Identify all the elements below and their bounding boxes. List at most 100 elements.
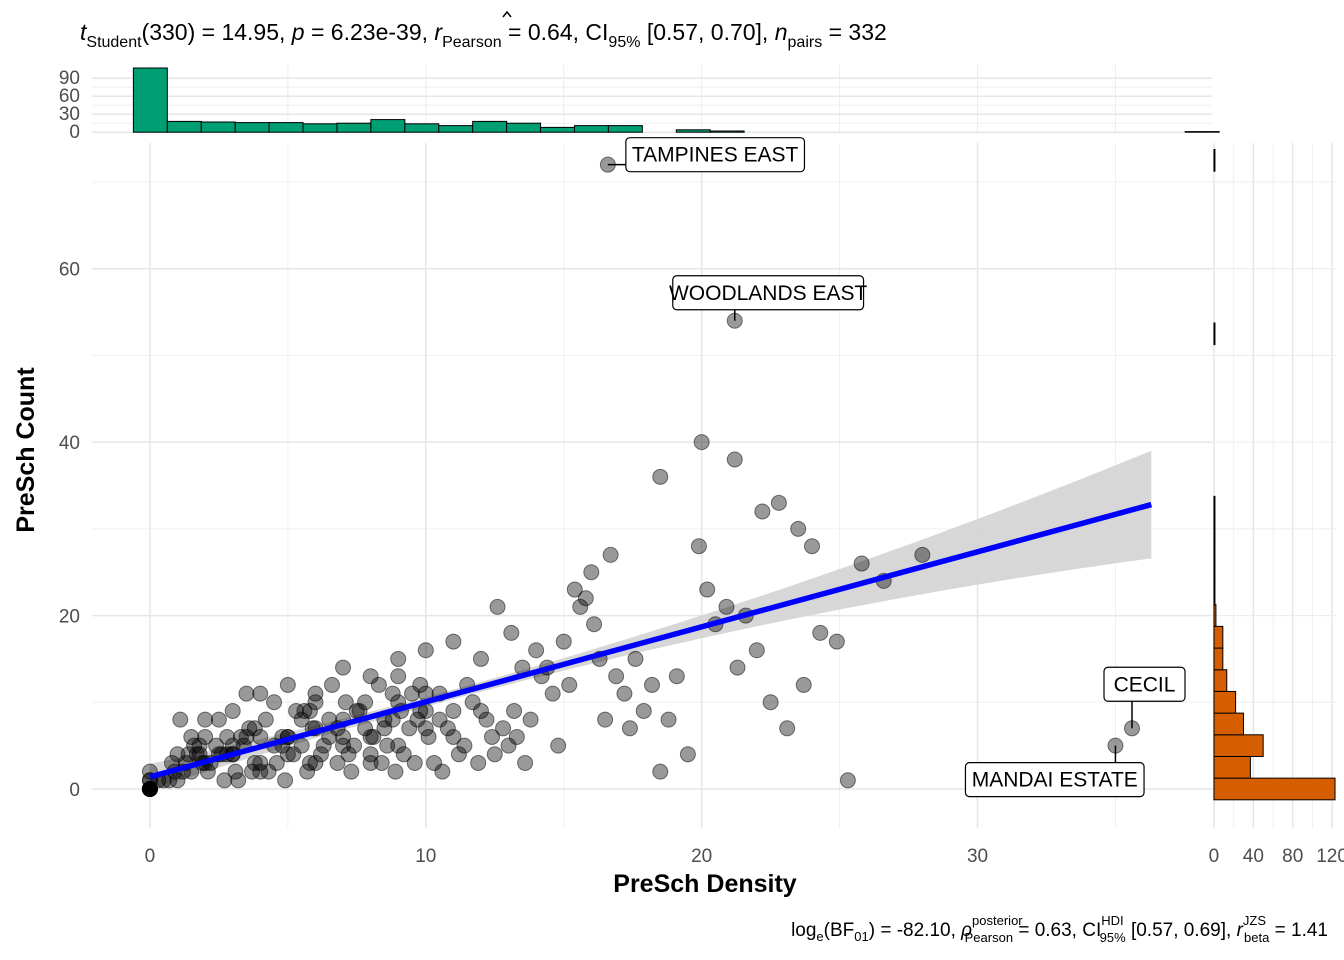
y-tick-label: 40 bbox=[59, 433, 80, 454]
y-histogram-bar bbox=[1213, 669, 1228, 692]
data-point bbox=[315, 737, 332, 754]
data-point bbox=[230, 772, 247, 789]
data-point bbox=[839, 772, 856, 789]
y-tick-label: 20 bbox=[59, 607, 80, 628]
data-point bbox=[227, 763, 244, 780]
data-point bbox=[627, 650, 644, 667]
data-point bbox=[252, 685, 269, 702]
x-histogram-bar bbox=[336, 122, 372, 133]
data-point bbox=[390, 650, 407, 667]
data-point bbox=[561, 676, 578, 693]
label-box bbox=[1103, 666, 1186, 702]
data-point bbox=[644, 676, 660, 693]
y-histogram-bar bbox=[1213, 755, 1251, 779]
y-histogram-bar bbox=[1213, 712, 1244, 736]
data-point bbox=[224, 702, 241, 719]
data-point bbox=[169, 746, 186, 763]
x-histogram-bar bbox=[268, 122, 304, 133]
data-point bbox=[693, 434, 710, 451]
data-point bbox=[699, 581, 716, 598]
data-point bbox=[506, 702, 523, 719]
data-point bbox=[279, 676, 296, 693]
x-histogram-bar bbox=[370, 119, 406, 133]
data-point bbox=[324, 676, 340, 693]
data-point bbox=[484, 728, 500, 745]
data-point bbox=[329, 754, 346, 771]
x-tick-label: 20 bbox=[691, 846, 712, 867]
y-histogram-bar bbox=[1213, 495, 1216, 519]
data-point bbox=[244, 763, 260, 780]
data-point bbox=[362, 754, 379, 771]
data-point bbox=[219, 728, 236, 745]
label-box bbox=[964, 762, 1145, 798]
data-point bbox=[252, 763, 269, 780]
data-point bbox=[277, 772, 294, 789]
top-hist-tick-label: 30 bbox=[59, 104, 80, 125]
data-point bbox=[299, 763, 316, 780]
confidence-band bbox=[149, 450, 1152, 790]
data-point bbox=[812, 624, 829, 641]
x-histogram-bar bbox=[166, 120, 202, 133]
x-histogram-bar bbox=[506, 122, 542, 133]
y-histogram-bar bbox=[1213, 690, 1237, 714]
y-histogram-bar bbox=[1213, 560, 1216, 584]
data-point bbox=[208, 737, 225, 754]
data-point bbox=[804, 538, 820, 555]
data-point bbox=[307, 694, 324, 711]
data-point bbox=[373, 754, 390, 771]
data-point bbox=[621, 720, 638, 737]
data-point bbox=[362, 728, 379, 745]
data-point bbox=[301, 754, 318, 771]
data-point bbox=[216, 772, 233, 789]
data-point bbox=[472, 650, 489, 667]
data-point bbox=[395, 746, 412, 763]
data-point bbox=[616, 685, 633, 702]
data-point bbox=[503, 624, 520, 641]
data-point bbox=[555, 633, 572, 650]
x-tick-label: 30 bbox=[967, 846, 988, 867]
data-point bbox=[404, 685, 420, 702]
label-box bbox=[672, 275, 865, 311]
data-point bbox=[384, 685, 401, 702]
data-point bbox=[210, 711, 227, 728]
x-histogram-bar bbox=[1184, 131, 1220, 133]
data-point bbox=[550, 737, 567, 754]
data-point bbox=[301, 702, 318, 719]
top-hist-tick-label: 90 bbox=[59, 68, 80, 89]
y-histogram-bar bbox=[1213, 625, 1224, 649]
data-point bbox=[420, 728, 437, 745]
data-point bbox=[312, 746, 329, 763]
data-point bbox=[357, 694, 374, 711]
data-point bbox=[586, 616, 603, 633]
data-point bbox=[180, 746, 197, 763]
data-point bbox=[169, 772, 186, 789]
data-point bbox=[470, 754, 487, 771]
data-point bbox=[445, 702, 462, 719]
y-histogram-bar bbox=[1213, 149, 1216, 172]
data-point bbox=[426, 754, 443, 771]
data-point bbox=[517, 754, 534, 771]
x-histogram-bar bbox=[709, 130, 745, 133]
data-point bbox=[293, 737, 310, 754]
data-point bbox=[246, 720, 263, 737]
data-point bbox=[335, 737, 352, 754]
data-point bbox=[660, 711, 677, 728]
data-point bbox=[417, 642, 434, 659]
y-histogram-bar bbox=[1213, 582, 1216, 606]
data-point bbox=[762, 694, 779, 711]
point-label: WOODLANDS EAST bbox=[669, 282, 868, 305]
data-point bbox=[186, 737, 203, 754]
data-point bbox=[577, 590, 594, 607]
data-point bbox=[260, 763, 277, 780]
caption: loge(BF01) = -82.10, ρposterior Pearson =… bbox=[791, 913, 1328, 945]
data-point bbox=[748, 642, 765, 659]
y-histogram-bar bbox=[1213, 517, 1216, 541]
data-point bbox=[572, 598, 589, 615]
data-point bbox=[602, 546, 619, 563]
right-hist-tick-label: 0 bbox=[1209, 846, 1220, 867]
x-tick-label: 0 bbox=[145, 846, 156, 867]
data-point bbox=[790, 520, 807, 537]
data-point bbox=[914, 546, 931, 563]
data-point bbox=[141, 780, 158, 797]
